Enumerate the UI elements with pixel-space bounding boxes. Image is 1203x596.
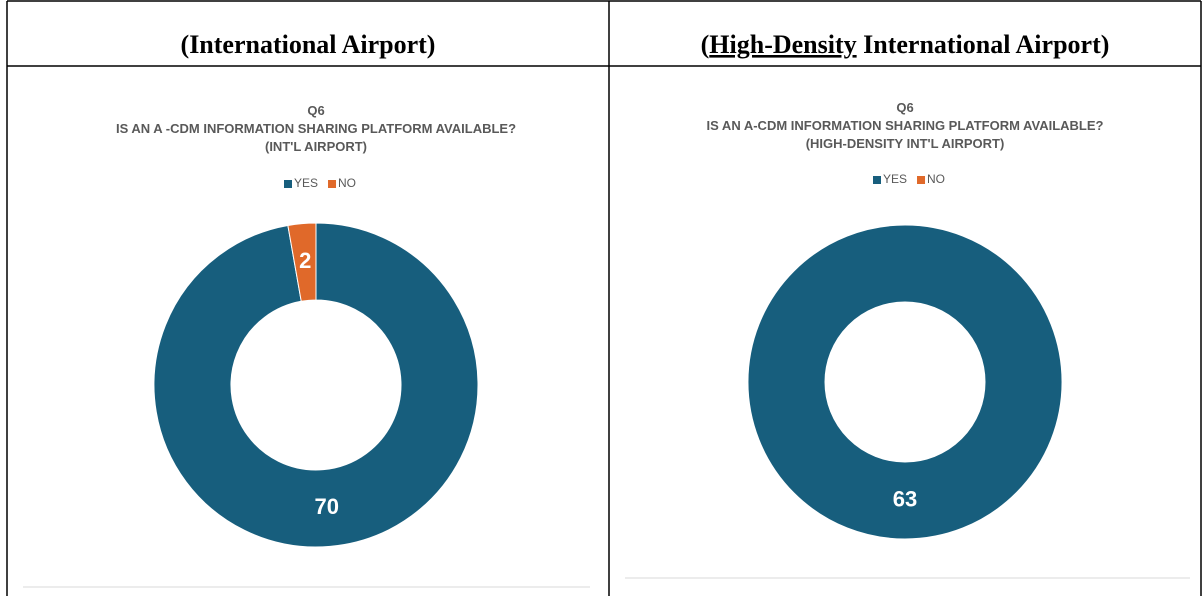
- column-header: (International Airport): [181, 30, 436, 59]
- legend-label: YES: [294, 176, 318, 190]
- chart-title: (HIGH-DENSITY INT'L AIRPORT): [806, 136, 1005, 151]
- legend-swatch: [284, 180, 292, 188]
- chart-title: Q6: [896, 100, 913, 115]
- data-label: 63: [893, 486, 917, 511]
- column-header: (High-Density International Airport): [701, 30, 1110, 59]
- legend: YES NO: [873, 172, 945, 186]
- header-underlined: High-Density: [709, 30, 856, 59]
- table-borders: [6, 0, 1202, 596]
- chart-title: IS AN A-CDM INFORMATION SHARING PLATFORM…: [707, 118, 1104, 133]
- chart-title: (INT'L AIRPORT): [265, 139, 367, 154]
- legend-label: NO: [338, 176, 356, 190]
- legend-label: YES: [883, 172, 907, 186]
- donut-slice: [287, 222, 317, 302]
- header-part: International Airport): [857, 30, 1110, 59]
- legend-swatch: [328, 180, 337, 188]
- data-label: 70: [315, 494, 339, 519]
- legend-label: NO: [927, 172, 945, 186]
- chart-title: Q6: [307, 103, 324, 118]
- donut-slice: [747, 224, 1063, 540]
- donut-slice: [153, 222, 479, 548]
- header-part: (: [701, 30, 710, 59]
- legend-swatch: [917, 176, 926, 184]
- chart-title: IS AN A -CDM INFORMATION SHARING PLATFOR…: [116, 121, 516, 136]
- legend: YES NO: [284, 176, 356, 190]
- data-label: 2: [299, 248, 311, 273]
- legend-swatch: [873, 176, 881, 184]
